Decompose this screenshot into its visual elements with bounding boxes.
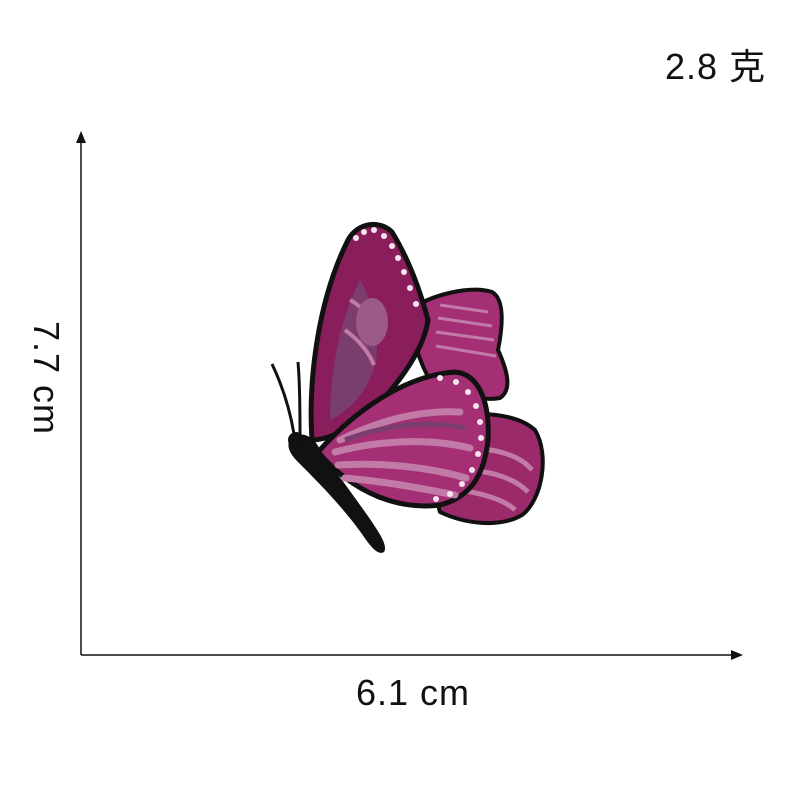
weight-label: 2.8 克 — [664, 46, 766, 87]
rear-upper-wing — [407, 287, 510, 401]
butterfly-patch-icon — [270, 222, 545, 553]
width-axis-arrow-icon — [731, 650, 743, 660]
height-axis-arrow-icon — [76, 131, 86, 143]
antenna-left — [270, 363, 296, 435]
antenna-right — [296, 361, 302, 435]
height-label: 7.7 cm — [26, 320, 67, 436]
width-label: 6.1 cm — [355, 672, 471, 713]
butterfly-body — [288, 434, 386, 553]
